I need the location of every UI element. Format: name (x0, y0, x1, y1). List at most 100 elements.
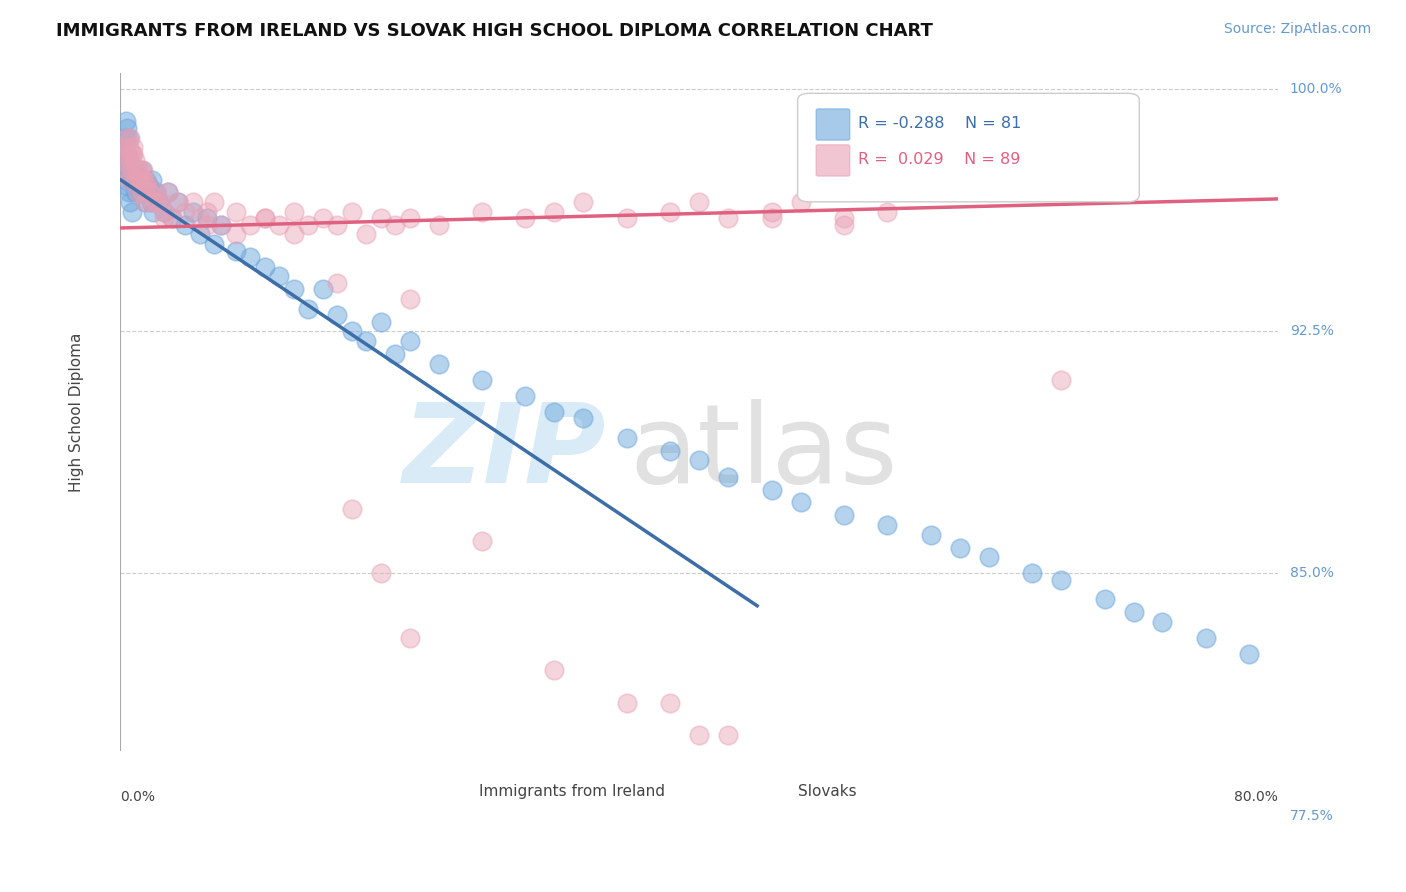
Point (427, 218, 450, 232)
Point (211, 218, 233, 232)
Point (124, 153, 146, 168)
Point (876, 204, 898, 219)
Point (136, 186, 159, 200)
Point (117, 146, 139, 161)
Point (134, 195, 156, 210)
Point (340, 204, 363, 219)
Point (127, 179, 149, 194)
Point (141, 172, 163, 186)
Point (977, 550, 1000, 565)
Point (117, 120, 139, 135)
Point (195, 218, 218, 232)
Point (162, 211, 184, 226)
Point (269, 269, 291, 284)
Point (138, 186, 160, 200)
Point (1195, 631, 1218, 645)
Point (122, 146, 145, 161)
Point (370, 211, 392, 226)
Point (138, 186, 160, 200)
Point (340, 502, 363, 516)
Point (115, 130, 138, 145)
Point (152, 211, 174, 226)
Point (132, 172, 155, 186)
Point (354, 227, 377, 242)
Point (269, 218, 291, 232)
Point (139, 195, 162, 210)
Point (135, 172, 157, 186)
Point (471, 373, 494, 387)
Point (616, 696, 638, 710)
Point (124, 186, 146, 200)
Text: High School Diploma: High School Diploma (69, 333, 83, 491)
Point (543, 664, 565, 678)
Point (122, 162, 145, 177)
Point (181, 195, 204, 210)
Point (572, 195, 595, 210)
Point (127, 162, 149, 177)
Point (145, 186, 167, 200)
Point (340, 324, 363, 338)
Point (384, 218, 406, 232)
Point (114, 140, 136, 154)
Text: R =  0.029    N = 89: R = 0.029 N = 89 (858, 153, 1021, 168)
Text: 0.0%: 0.0% (120, 789, 155, 804)
Text: 77.5%: 77.5% (1289, 809, 1334, 822)
Point (188, 227, 211, 242)
Point (129, 172, 152, 186)
Point (543, 405, 565, 419)
Point (312, 211, 335, 226)
Point (188, 211, 211, 226)
Point (114, 140, 136, 154)
Point (121, 172, 143, 186)
Point (225, 204, 247, 219)
Point (543, 204, 565, 219)
Point (120, 130, 142, 145)
Point (114, 162, 136, 177)
Point (370, 315, 392, 329)
Point (920, 527, 942, 541)
Point (117, 179, 139, 194)
Point (125, 162, 148, 177)
Point (688, 453, 710, 467)
Point (115, 114, 138, 128)
Point (354, 334, 377, 348)
Point (118, 153, 141, 168)
Point (162, 211, 184, 226)
Point (253, 260, 276, 274)
Point (225, 244, 247, 258)
Point (135, 179, 157, 194)
Point (515, 389, 537, 403)
Point (141, 195, 163, 210)
Point (115, 162, 138, 177)
Point (135, 172, 157, 186)
Point (949, 541, 972, 555)
Point (138, 179, 160, 194)
FancyBboxPatch shape (797, 94, 1139, 202)
Point (717, 469, 740, 483)
Point (471, 534, 494, 549)
Point (145, 186, 167, 200)
Point (283, 204, 305, 219)
Point (515, 211, 537, 226)
Point (253, 211, 276, 226)
Point (659, 443, 682, 458)
Point (659, 696, 682, 710)
Point (120, 162, 142, 177)
Point (121, 204, 143, 219)
Point (283, 227, 305, 242)
Point (202, 237, 225, 252)
Point (761, 483, 783, 497)
Point (142, 204, 165, 219)
Point (1152, 615, 1174, 629)
Point (181, 204, 204, 219)
Point (1050, 373, 1073, 387)
Point (112, 153, 135, 168)
Point (297, 301, 319, 316)
Point (1050, 573, 1073, 587)
Point (297, 218, 319, 232)
Point (148, 195, 170, 210)
Point (832, 508, 855, 523)
Point (616, 431, 638, 445)
Point (572, 411, 595, 425)
Point (118, 172, 141, 186)
